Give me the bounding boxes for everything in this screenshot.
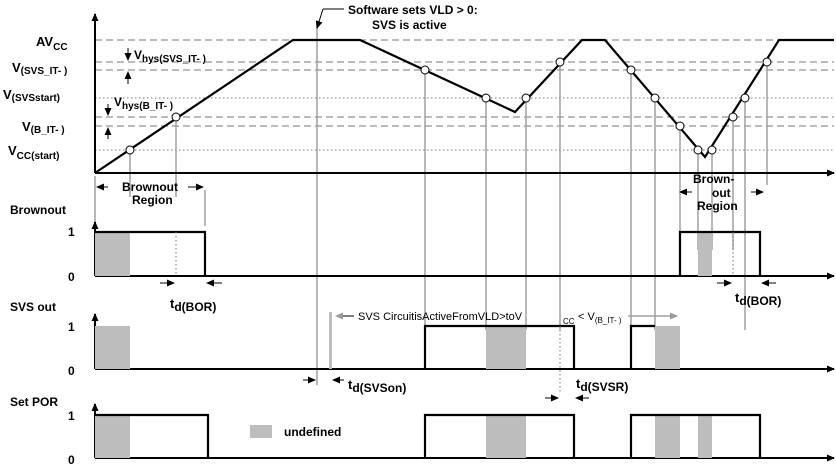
svg-text:out: out (712, 186, 731, 200)
svs-start-label: V(SVSstart) (3, 87, 60, 104)
svs-active-callout: Software sets VLD > 0: SVS is active (315, 3, 478, 32)
brownout-signal: Brownout 1 0 td(BOR) td(BOR) (10, 203, 835, 314)
svg-text:Brownout: Brownout (122, 180, 178, 194)
set-por-low-label: 0 (68, 453, 75, 467)
svg-text:Vhys(B_IT- ): Vhys(B_IT- ) (114, 95, 173, 112)
voltage-plot: AVCC V(SVS_IT- ) V(SVSstart) V(B_IT- ) V… (3, 3, 835, 385)
undefined-legend-swatch (250, 425, 272, 438)
svg-text:Software sets VLD > 0:: Software sets VLD > 0: (348, 3, 478, 17)
svg-text:SVS is active: SVS is active (372, 18, 447, 32)
set-por-signal-label: Set POR (10, 395, 58, 409)
svg-text:Region: Region (697, 199, 738, 213)
vcc-start-label: VCC(start) (8, 143, 59, 162)
brownout-region-left: Brownout Region (94, 176, 206, 230)
brownout-region-right: Brown- out Region (679, 172, 764, 213)
svs-out-signal-label: SVS out (10, 300, 56, 314)
avcc-label: AVCC (36, 34, 68, 53)
set-por-high-label: 1 (68, 409, 75, 423)
svs-it-label: V(SVS_IT- ) (12, 60, 67, 77)
b-it-label: V(B_IT- ) (22, 119, 65, 136)
brownout-high-label: 1 (68, 225, 75, 239)
svs-active-range-annotation: SVS CircuitisActiveFromVLD>toV (358, 311, 523, 323)
td-svsr-label: td(SVSR) (576, 376, 628, 394)
undefined-legend-label: undefined (284, 425, 341, 439)
svs-out-high-label: 1 (68, 320, 75, 334)
projection-lines (129, 22, 768, 385)
supply-voltage-curve (94, 38, 834, 174)
svg-text:Vhys(SVS_IT- ): Vhys(SVS_IT- ) (134, 48, 206, 65)
crossing-markers (125, 57, 772, 155)
svs-hysteresis-marker: Vhys(SVS_IT- ) (124, 48, 206, 84)
svg-text:Region: Region (132, 193, 173, 207)
td-svson-label: td(SVSon) (348, 377, 406, 395)
td-bor-label-left: td(BOR) (170, 296, 216, 314)
td-bor-label-right: td(BOR) (735, 290, 781, 308)
brownout-signal-label: Brownout (10, 203, 66, 217)
svs-annotation-cc: CC (563, 317, 575, 326)
set-por-signal: Set POR 1 0 undefined (10, 395, 835, 467)
brownout-low-label: 0 (68, 270, 75, 284)
svs-out-low-label: 0 (68, 364, 75, 378)
svs-annotation-threshold: < V(B_IT- ) (578, 311, 622, 325)
svg-text:Brown-: Brown- (693, 172, 734, 186)
b-hysteresis-marker: Vhys(B_IT- ) (104, 95, 173, 139)
svs-out-signal: SVS out 1 0 SVS CircuitisActiveFromVLD>t… (10, 300, 835, 402)
